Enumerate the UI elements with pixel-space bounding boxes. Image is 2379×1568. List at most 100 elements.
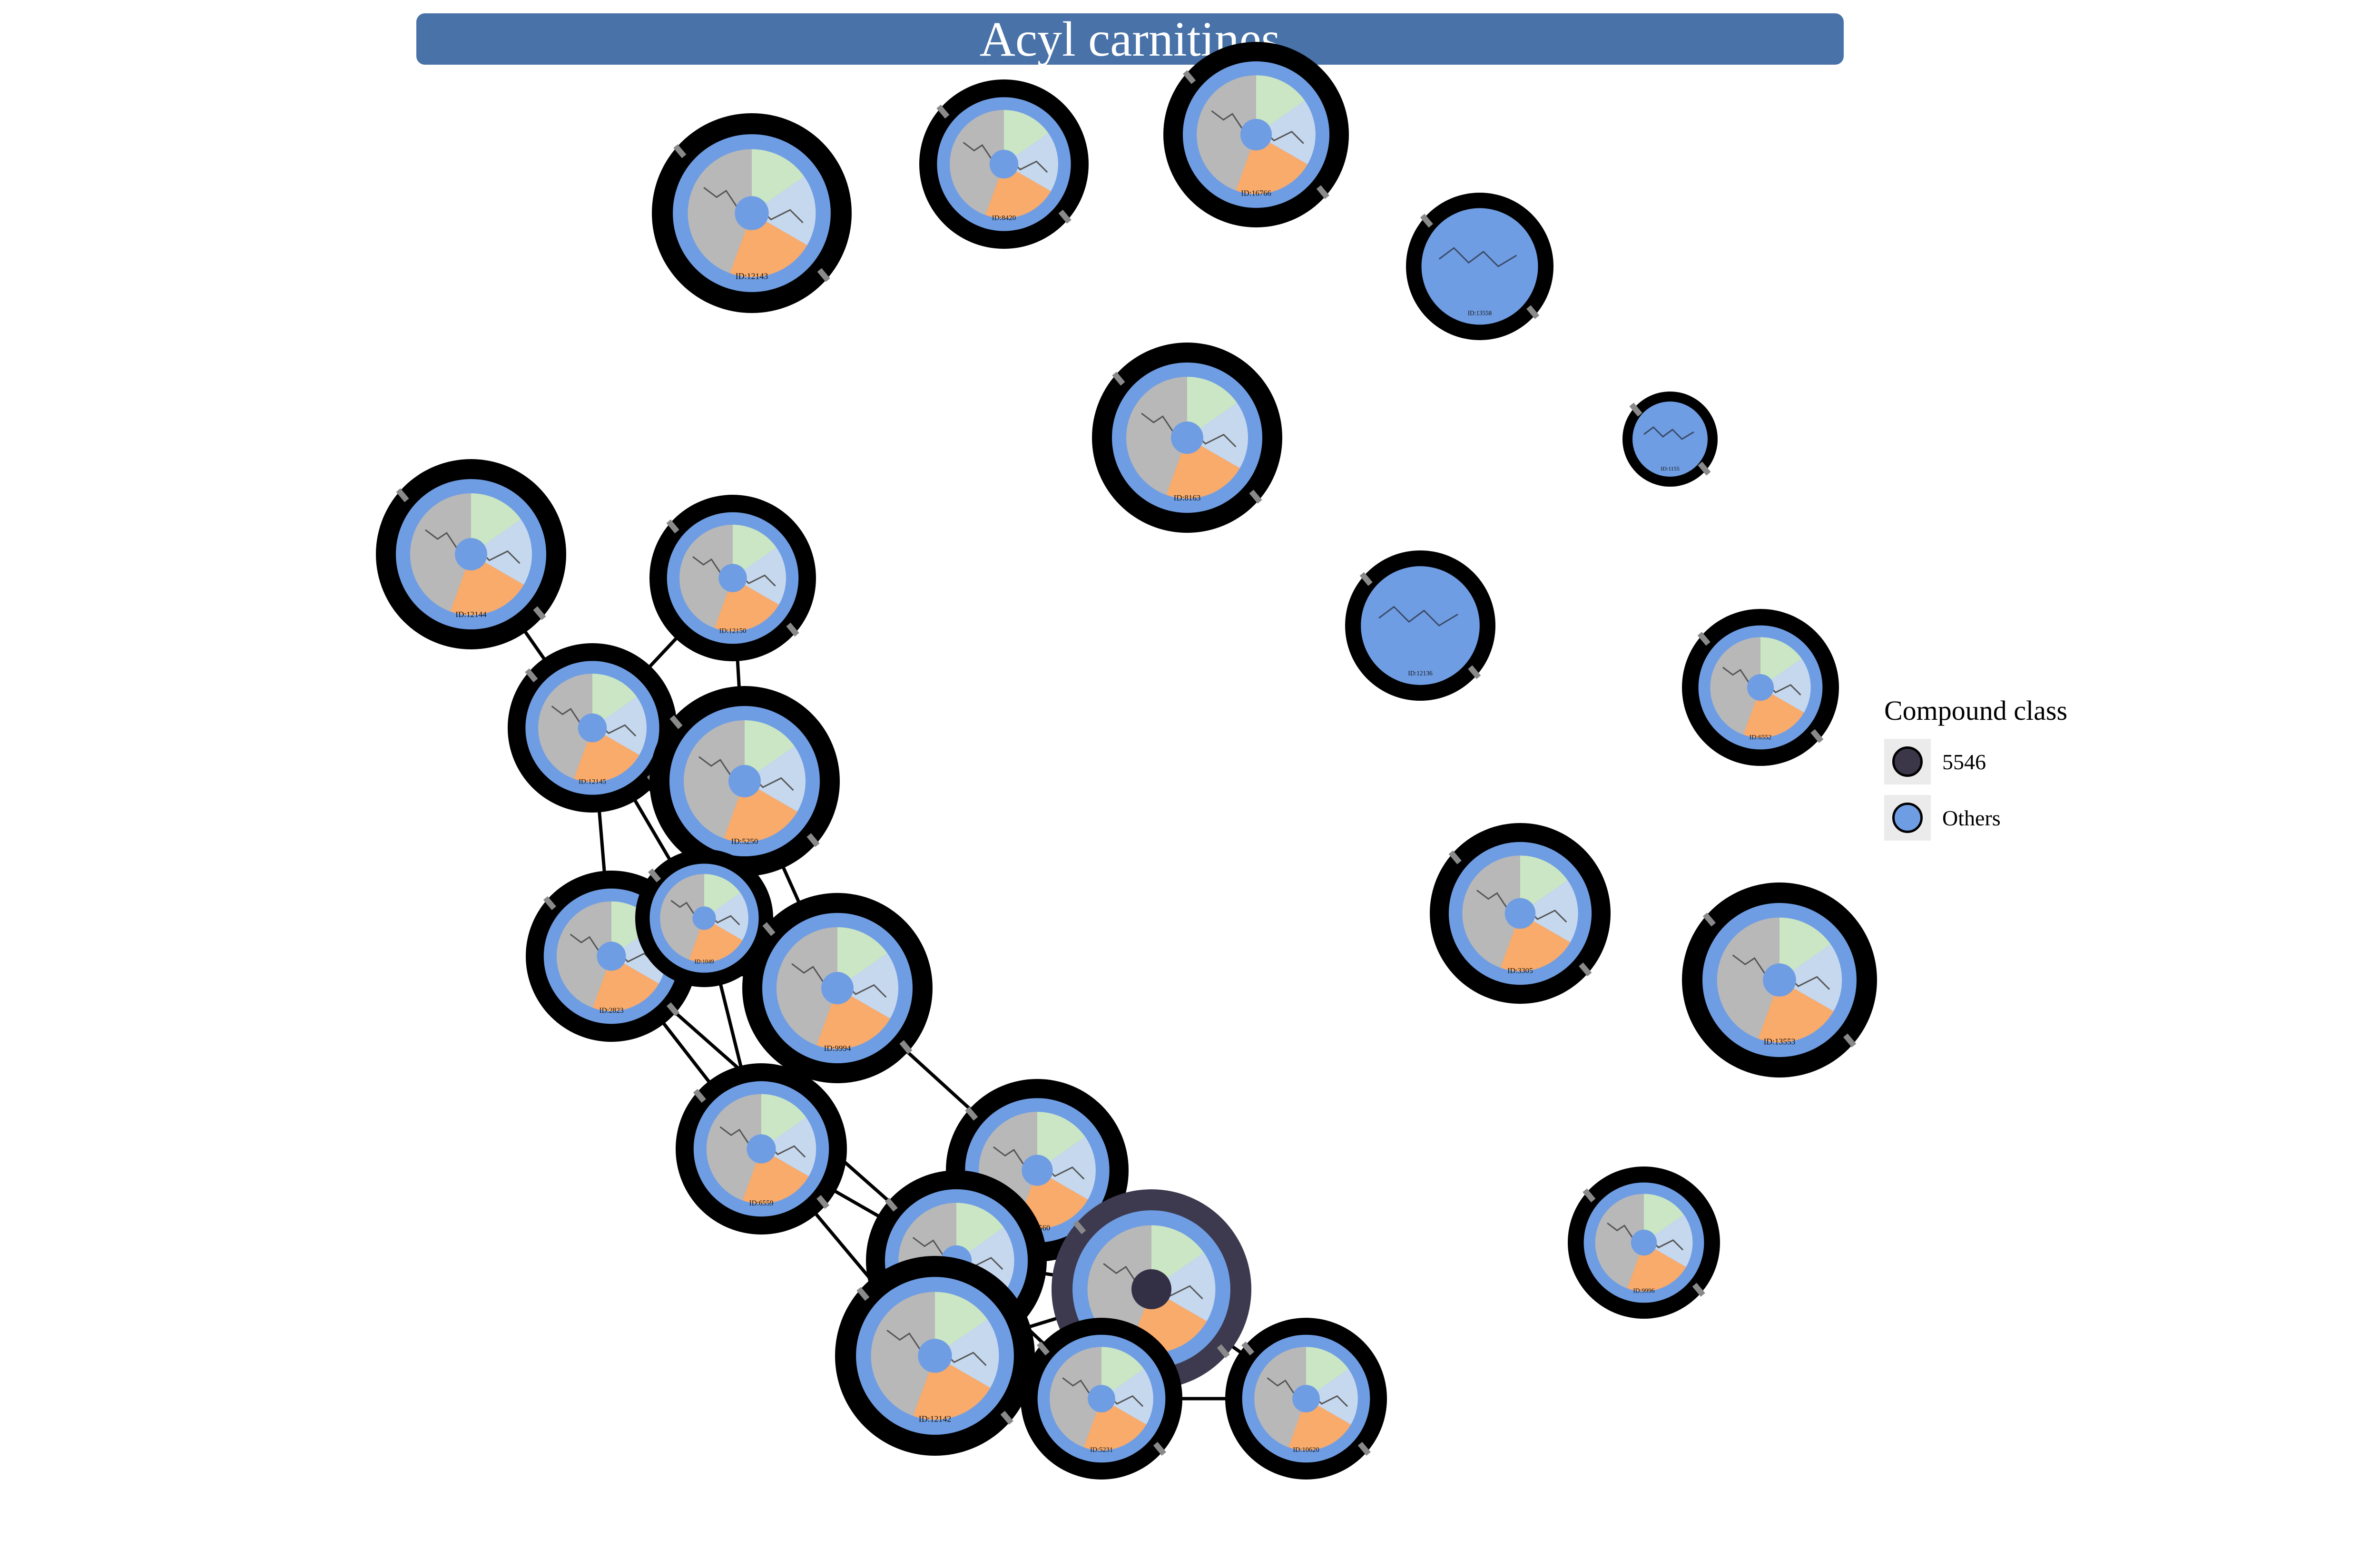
- node: ID:3305: [1430, 823, 1611, 1004]
- node: ID:8163: [1092, 343, 1282, 533]
- pie-segment-green: [592, 674, 637, 728]
- pie-segment-green: [752, 149, 805, 213]
- pie-segment-lightblue: [1306, 1369, 1358, 1425]
- node-center: [735, 196, 769, 230]
- pie-segment-gray: [1595, 1194, 1644, 1289]
- ring-tick: [1153, 1441, 1166, 1456]
- pie-segment-lightblue: [956, 1227, 1014, 1290]
- node: ID:1155: [1622, 392, 1718, 487]
- node-center: [1171, 421, 1203, 454]
- pie-segment-gray: [1710, 637, 1760, 735]
- ring-tick: [667, 1002, 680, 1017]
- ring-tick: [1357, 1441, 1371, 1456]
- node-id-label: ID:13553: [1764, 1037, 1796, 1046]
- node: ID:6559: [676, 1063, 847, 1235]
- node: ID:16766: [1163, 42, 1349, 227]
- pie-segment-green: [837, 927, 887, 988]
- node: ID:13553: [1682, 882, 1877, 1078]
- node: ID:12136: [1345, 550, 1495, 701]
- pie-segment-lightblue: [761, 1117, 816, 1176]
- pie-segment-green: [733, 525, 777, 578]
- pie-segment-green: [704, 874, 741, 918]
- ring-tick: [1448, 850, 1462, 864]
- node-center: [1747, 674, 1774, 701]
- node-center: [455, 538, 487, 570]
- pie-segment-green: [1779, 917, 1831, 980]
- ring-tick: [1073, 1220, 1086, 1235]
- node-center: [578, 713, 607, 743]
- ring-tick: [885, 1197, 898, 1212]
- structure-sketch: [1378, 606, 1458, 627]
- ring-tick: [965, 1107, 978, 1121]
- pie-segment-lightblue: [1779, 944, 1842, 1011]
- node-center: [1088, 1385, 1115, 1412]
- node-id-label: ID:12136: [1408, 669, 1433, 676]
- legend-dot-others: [1892, 803, 1923, 833]
- legend-title: Compound class: [1884, 695, 2068, 726]
- node: ID:10620: [1225, 1318, 1387, 1480]
- ring-tick: [673, 144, 687, 158]
- ring-tick: [1241, 1342, 1255, 1356]
- ring-tick: [666, 519, 679, 534]
- pie-segment-gray: [776, 927, 837, 1046]
- pie-segment-lightblue: [733, 547, 786, 605]
- pie-segment-lightblue: [1187, 402, 1248, 468]
- node-center: [692, 906, 716, 930]
- node-center: [1240, 118, 1272, 151]
- pie-segment-green: [1644, 1194, 1684, 1243]
- pie-segment-green: [745, 720, 795, 781]
- node-body: [1421, 208, 1538, 325]
- pie-segment-green: [935, 1292, 988, 1356]
- legend-item-others: Others: [1884, 795, 2067, 841]
- node-center: [1631, 1229, 1657, 1256]
- node-center: [1504, 898, 1536, 929]
- node-center: [597, 941, 626, 971]
- pie-segment-gray: [1126, 377, 1187, 495]
- node: ID:12145: [508, 643, 677, 813]
- node-center: [1292, 1385, 1320, 1412]
- node: ID:12144: [376, 459, 566, 649]
- ring-tick: [936, 105, 950, 119]
- pie-segment-lightblue: [592, 696, 647, 755]
- legend-dot-5546: [1892, 746, 1923, 777]
- pie-segment-gray: [684, 720, 745, 839]
- node-id-label: ID:8163: [1174, 493, 1201, 502]
- ring-tick: [816, 1195, 830, 1209]
- node-id-label: ID:8420: [992, 214, 1016, 222]
- node: ID:12150: [649, 495, 816, 661]
- ring-tick: [1526, 305, 1540, 319]
- legend-label: Others: [1942, 805, 2001, 830]
- pie-segment-lightblue: [1101, 1369, 1153, 1425]
- pie-segment-gray: [538, 674, 592, 779]
- legend-key: [1884, 739, 1931, 784]
- node-id-label: ID:9994: [824, 1044, 851, 1053]
- node-id-label: ID:16766: [1241, 189, 1271, 198]
- pie-segment-green: [1151, 1225, 1204, 1289]
- ring-tick: [1702, 912, 1716, 927]
- ring-tick: [1579, 962, 1592, 977]
- node-center: [918, 1339, 952, 1373]
- node-center: [728, 765, 761, 797]
- ring-tick: [806, 833, 820, 847]
- pie-segment-gray: [1197, 75, 1256, 191]
- node-id-label: ID:9996: [1633, 1287, 1655, 1294]
- node-id-label: ID:12145: [579, 778, 606, 785]
- pie-segment-lightblue: [1004, 133, 1058, 191]
- node-center: [1763, 963, 1796, 997]
- pie-segment-gray: [556, 901, 611, 1008]
- ring-tick: [525, 668, 538, 683]
- node-body: [1361, 566, 1480, 685]
- pie-segment-lightblue: [837, 953, 898, 1019]
- node-center: [718, 564, 747, 592]
- ring-tick: [1420, 214, 1433, 228]
- ring-tick: [856, 1287, 870, 1301]
- title-bar: Acyl carnitines: [416, 12, 1844, 67]
- node-id-label: ID:5231: [1090, 1446, 1113, 1454]
- pie-segment-gray: [706, 1094, 761, 1201]
- legend-label: 5546: [1942, 749, 1986, 774]
- ring-tick: [899, 1040, 913, 1054]
- ring-tick: [669, 715, 683, 729]
- node-id-label: ID:1049: [694, 959, 714, 965]
- node: ID:5231: [1021, 1318, 1182, 1480]
- node-center: [1022, 1155, 1053, 1186]
